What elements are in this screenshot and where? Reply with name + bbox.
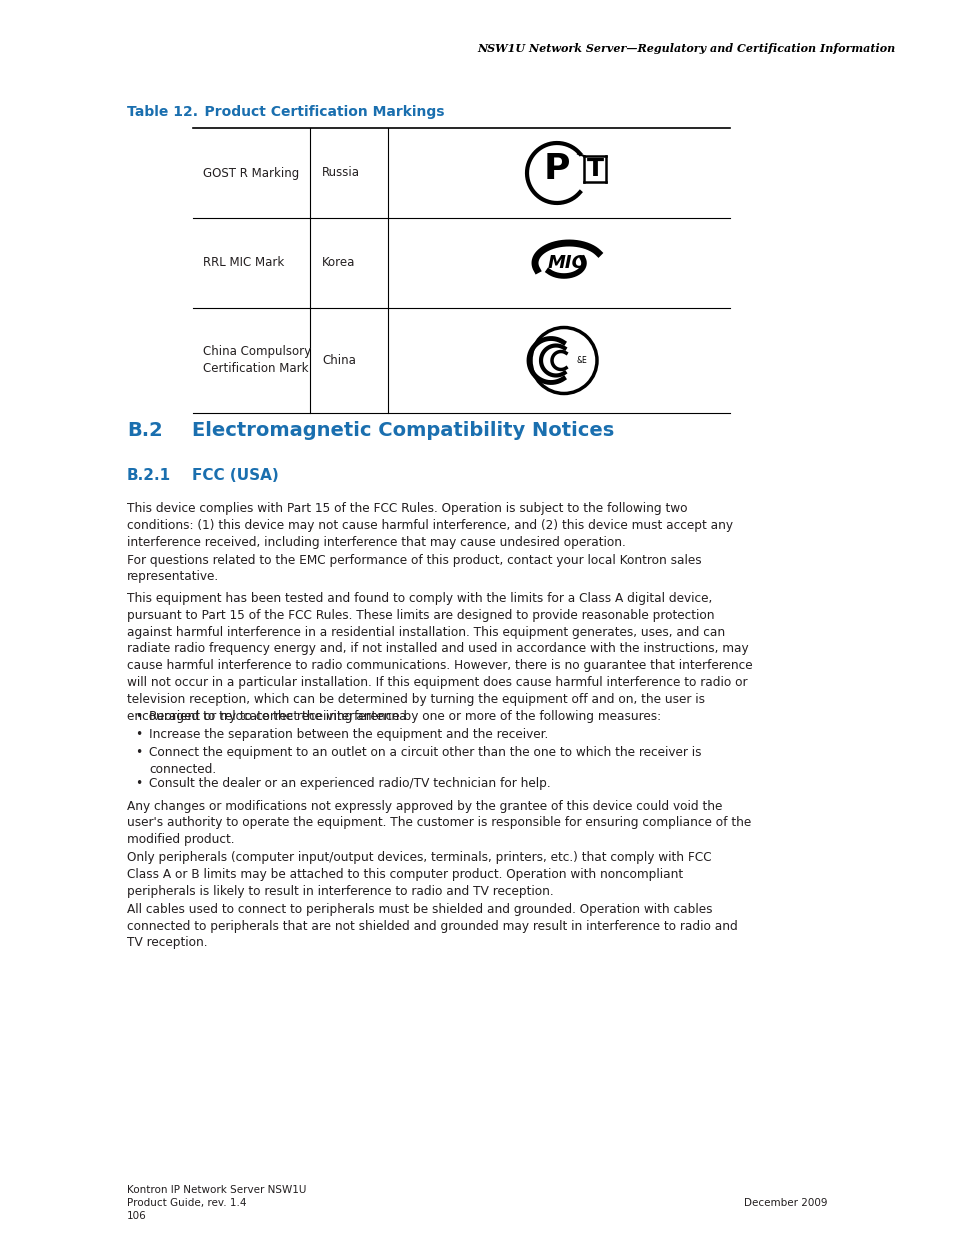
Text: Product Guide, rev. 1.4: Product Guide, rev. 1.4	[127, 1198, 246, 1208]
Text: China Compulsory
Certification Mark: China Compulsory Certification Mark	[203, 346, 311, 375]
Text: This device complies with Part 15 of the FCC Rules. Operation is subject to the : This device complies with Part 15 of the…	[127, 501, 732, 548]
Text: Product Certification Markings: Product Certification Markings	[185, 105, 444, 119]
Text: Consult the dealer or an experienced radio/TV technician for help.: Consult the dealer or an experienced rad…	[149, 777, 550, 790]
Text: Russia: Russia	[322, 167, 359, 179]
Text: This equipment has been tested and found to comply with the limits for a Class A: This equipment has been tested and found…	[127, 592, 752, 722]
Text: For questions related to the EMC performance of this product, contact your local: For questions related to the EMC perform…	[127, 553, 700, 583]
Text: Increase the separation between the equipment and the receiver.: Increase the separation between the equi…	[149, 727, 548, 741]
Text: 106: 106	[127, 1212, 147, 1221]
Text: Only peripherals (computer input/output devices, terminals, printers, etc.) that: Only peripherals (computer input/output …	[127, 851, 711, 898]
Text: China: China	[322, 354, 355, 367]
Text: MIC: MIC	[547, 254, 585, 272]
Text: •: •	[135, 746, 143, 760]
Text: Any changes or modifications not expressly approved by the grantee of this devic: Any changes or modifications not express…	[127, 799, 750, 846]
Text: December 2009: December 2009	[743, 1198, 827, 1208]
Text: T: T	[586, 157, 603, 182]
Text: Electromagnetic Compatibility Notices: Electromagnetic Compatibility Notices	[192, 420, 614, 440]
Text: &E: &E	[577, 356, 587, 366]
Text: Table 12.: Table 12.	[127, 105, 198, 119]
Text: NSW1U Network Server—Regulatory and Certification Information: NSW1U Network Server—Regulatory and Cert…	[477, 42, 895, 53]
Text: GOST R Marking: GOST R Marking	[203, 167, 299, 179]
Text: All cables used to connect to peripherals must be shielded and grounded. Operati: All cables used to connect to peripheral…	[127, 903, 737, 950]
Text: RRL MIC Mark: RRL MIC Mark	[203, 257, 284, 269]
Text: P: P	[543, 152, 570, 186]
Text: •: •	[135, 710, 143, 722]
Text: Reorient or relocate the receiving antenna.: Reorient or relocate the receiving anten…	[149, 710, 410, 722]
Text: FCC (USA): FCC (USA)	[192, 468, 278, 483]
Text: Connect the equipment to an outlet on a circuit other than the one to which the : Connect the equipment to an outlet on a …	[149, 746, 700, 776]
Text: •: •	[135, 727, 143, 741]
Text: •: •	[135, 777, 143, 790]
Text: B.2.1: B.2.1	[127, 468, 171, 483]
Text: B.2: B.2	[127, 420, 163, 440]
Text: Korea: Korea	[322, 257, 355, 269]
Text: Kontron IP Network Server NSW1U: Kontron IP Network Server NSW1U	[127, 1186, 306, 1195]
